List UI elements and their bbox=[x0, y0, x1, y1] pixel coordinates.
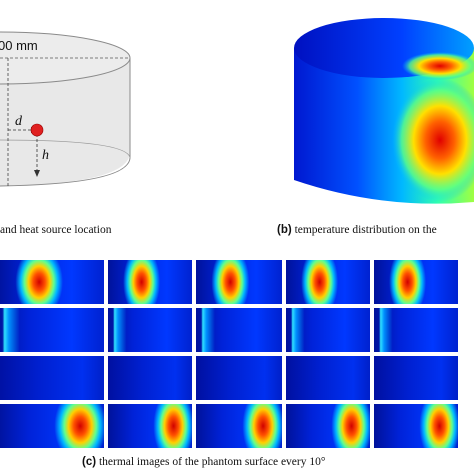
thermal-image-tile bbox=[286, 356, 370, 400]
thermal-image-tile bbox=[108, 308, 192, 352]
thermal-image-tile bbox=[374, 308, 458, 352]
panel-b-letter: (b) bbox=[277, 224, 292, 236]
thermal-image-tile bbox=[196, 404, 282, 448]
panel-c-caption: (c) thermal images of the phantom surfac… bbox=[82, 456, 325, 468]
thermal-image-tile bbox=[108, 356, 192, 400]
thermal-image-tile bbox=[196, 356, 282, 400]
thermal-image-tile bbox=[286, 308, 370, 352]
thermal-image-tile bbox=[286, 404, 370, 448]
panel-a-cylinder-diagram bbox=[0, 31, 131, 187]
thermal-image-tile bbox=[286, 260, 370, 304]
panel-b-caption-text: temperature distribution on the bbox=[294, 224, 437, 236]
heat-source-marker bbox=[30, 123, 44, 137]
thermal-image-tile bbox=[0, 308, 104, 352]
panel-c-letter: (c) bbox=[82, 456, 97, 468]
panel-a-caption: and heat source location bbox=[0, 224, 112, 236]
d-label: d bbox=[15, 114, 22, 129]
thermal-image-tile bbox=[374, 260, 458, 304]
thermal-image-grid bbox=[0, 258, 474, 450]
panel-b-temperature-cylinder bbox=[294, 18, 474, 204]
thermal-image-tile bbox=[0, 404, 104, 448]
thermal-image-tile bbox=[374, 404, 458, 448]
diameter-label: 00 mm bbox=[0, 38, 38, 53]
h-label: h bbox=[42, 148, 49, 163]
panel-c-caption-text: thermal images of the phantom surface ev… bbox=[98, 456, 326, 468]
thermal-image-tile bbox=[0, 356, 104, 400]
thermal-image-tile bbox=[196, 260, 282, 304]
thermal-image-tile bbox=[108, 260, 192, 304]
thermal-image-tile bbox=[108, 404, 192, 448]
thermal-image-tile bbox=[374, 356, 458, 400]
thermal-image-tile bbox=[196, 308, 282, 352]
thermal-image-tile bbox=[0, 260, 104, 304]
panel-b-caption: (b) temperature distribution on the bbox=[277, 224, 437, 236]
